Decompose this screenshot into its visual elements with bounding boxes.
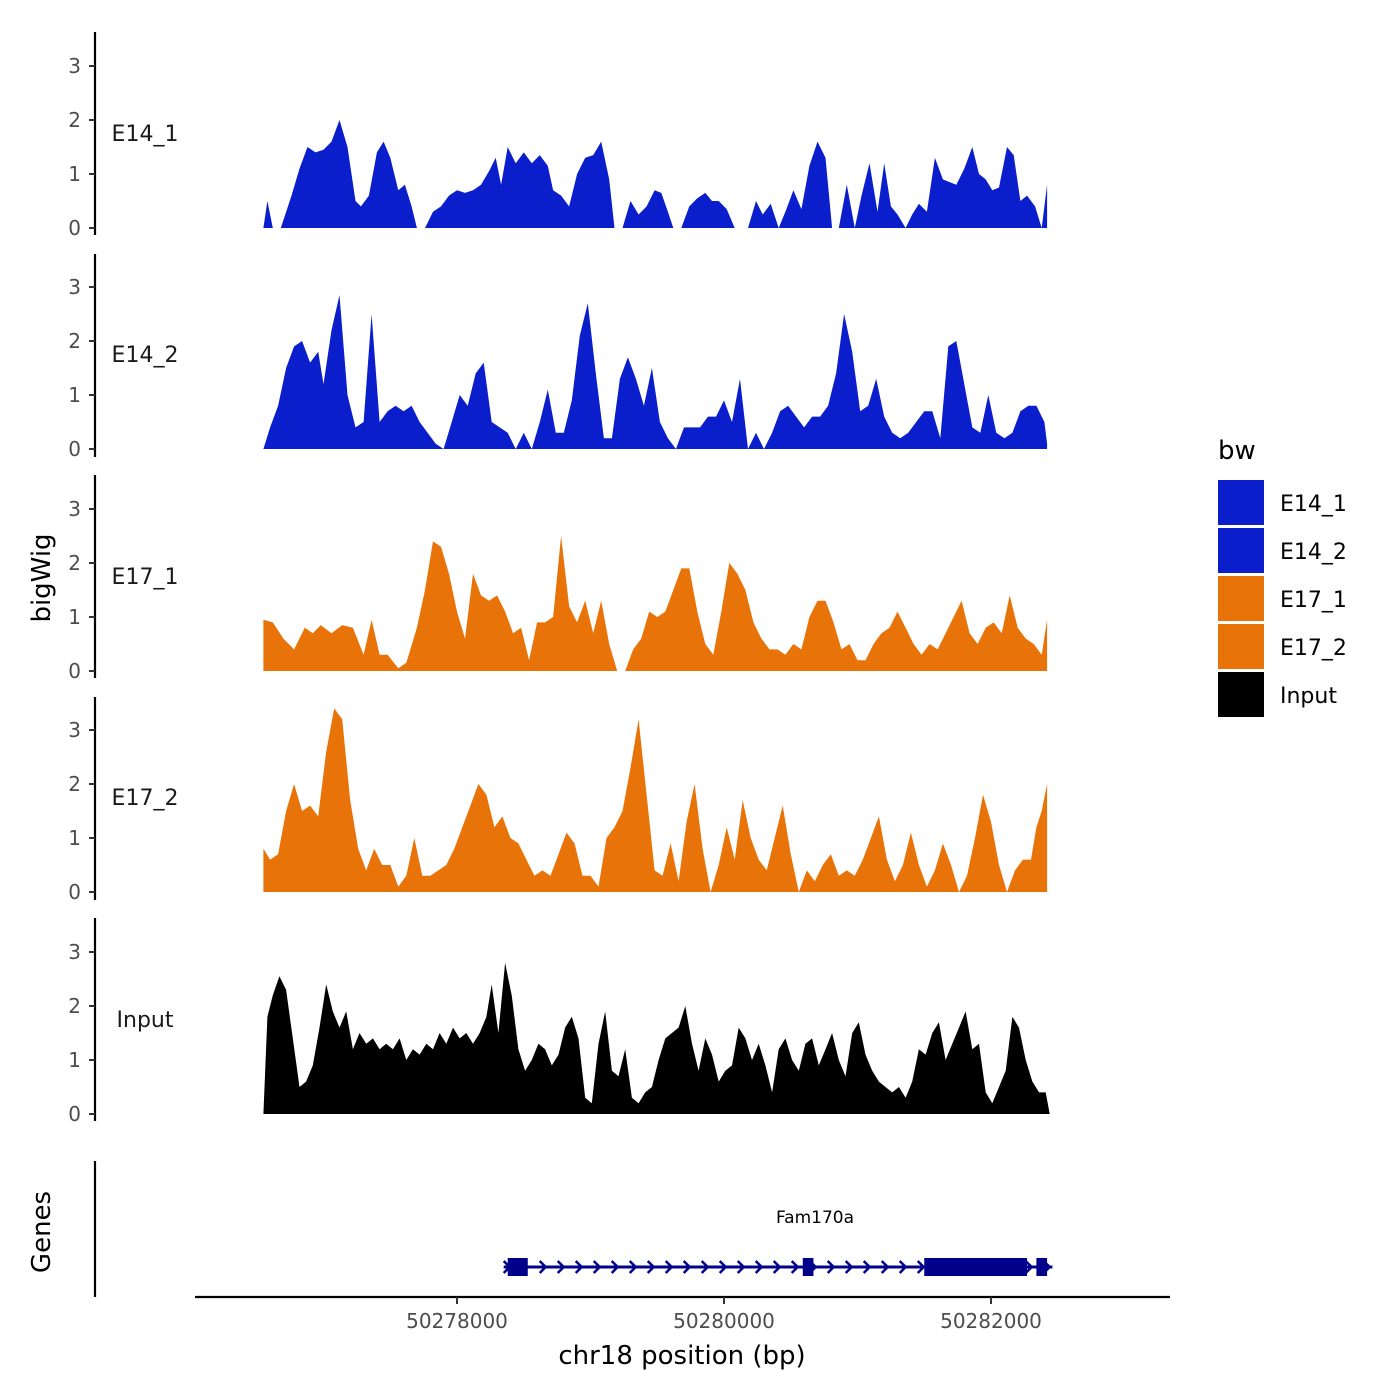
- y-tick-label: 0: [68, 437, 81, 461]
- strand-arrow: [736, 1260, 746, 1274]
- strand-arrow: [772, 1260, 782, 1274]
- legend-label: Input: [1280, 684, 1337, 709]
- track-e17-1: 0 1 2 3 E17_1: [68, 475, 1048, 683]
- strand-arrow: [574, 1260, 584, 1274]
- legend-item: E17_1: [1218, 576, 1347, 621]
- y-tick-label: 0: [68, 1102, 81, 1126]
- gene-panel: Fam170a: [93, 1161, 1053, 1297]
- exon-block: [507, 1258, 528, 1276]
- y-tick-label: 2: [68, 108, 81, 132]
- strand-arrow: [556, 1260, 566, 1274]
- y-tick-label: 0: [68, 659, 81, 683]
- strand-arrow: [754, 1260, 764, 1274]
- y-tick-label: 2: [68, 994, 81, 1018]
- strand-arrow: [682, 1260, 692, 1274]
- y-tick-label: 0: [68, 880, 81, 904]
- strand-arrow: [628, 1260, 638, 1274]
- y-tick-label: 1: [68, 605, 81, 629]
- y-tick-label: 3: [68, 54, 81, 78]
- y-tick-label: 3: [68, 718, 81, 742]
- strand-arrow: [538, 1260, 548, 1274]
- legend-label: E17_2: [1280, 636, 1347, 661]
- strand-arrow: [1024, 1260, 1034, 1274]
- track-panels: 0 1 2 3 E14_1 0 1 2 3 E14_2 0 1 2 3 E17_1 0 1 2 3 E17_2 0 1 2 3…: [68, 32, 1050, 1126]
- strand-arrow: [664, 1260, 674, 1274]
- strand-arrow: [646, 1260, 656, 1274]
- y-tick-label: 2: [68, 329, 81, 353]
- legend-item: E17_2: [1218, 624, 1347, 669]
- strand-arrow: [880, 1260, 890, 1274]
- strand-arrow: [592, 1260, 602, 1274]
- legend-label: E14_2: [1280, 540, 1347, 565]
- x-axis: 50278000 50280000 50282000: [195, 1295, 1170, 1333]
- x-tick-label: 50280000: [673, 1309, 775, 1333]
- coverage-area: [263, 536, 1048, 671]
- legend: bw E14_1 E14_2 E17_1 E17_2 Input: [1218, 436, 1347, 717]
- strand-arrow: [898, 1260, 908, 1274]
- coverage-area: [263, 962, 1050, 1114]
- track-e14-2: 0 1 2 3 E14_2: [68, 254, 1048, 461]
- y-tick-label: 3: [68, 497, 81, 521]
- x-axis-title: chr18 position (bp): [558, 1341, 805, 1371]
- legend-label: E17_1: [1280, 588, 1347, 613]
- strand-arrow: [916, 1260, 926, 1274]
- legend-item: E14_1: [1218, 480, 1347, 525]
- strand-arrow: [610, 1260, 620, 1274]
- legend-swatch: [1218, 576, 1264, 621]
- coverage-area: [263, 295, 1048, 449]
- y-tick-label: 1: [68, 1048, 81, 1072]
- y-tick-label: 1: [68, 162, 81, 186]
- y-tick-label: 3: [68, 940, 81, 964]
- coverage-area: [263, 120, 1048, 228]
- track-label: E17_2: [112, 786, 179, 811]
- legend-swatch: [1218, 672, 1264, 717]
- strand-arrow: [862, 1260, 872, 1274]
- x-tick-label: 50282000: [940, 1309, 1042, 1333]
- track-label: E17_1: [112, 565, 179, 590]
- y-tick-label: 1: [68, 826, 81, 850]
- track-label: E14_2: [112, 343, 179, 368]
- track-label: E14_1: [112, 122, 179, 147]
- exon-block: [1036, 1258, 1048, 1276]
- gene-label: Fam170a: [776, 1208, 854, 1228]
- track-e17-2: 0 1 2 3 E17_2: [68, 697, 1048, 904]
- track-label: Input: [117, 1008, 174, 1033]
- x-tick-label: 50278000: [406, 1309, 508, 1333]
- strand-arrow: [700, 1260, 710, 1274]
- legend-swatch: [1218, 480, 1264, 525]
- strand-arrow: [826, 1260, 836, 1274]
- strand-arrow: [844, 1260, 854, 1274]
- legend-item: E14_2: [1218, 528, 1347, 573]
- exon-block: [924, 1258, 1028, 1276]
- legend-title: bw: [1218, 436, 1256, 466]
- y-axis-title: bigWig: [27, 533, 57, 622]
- y-tick-label: 2: [68, 772, 81, 796]
- legend-label: E14_1: [1280, 492, 1347, 517]
- strand-arrow: [790, 1260, 800, 1274]
- y-tick-label: 3: [68, 275, 81, 299]
- track-input: 0 1 2 3 Input: [68, 918, 1050, 1126]
- strand-arrow: [718, 1260, 728, 1274]
- legend-swatch: [1218, 528, 1264, 573]
- legend-swatch: [1218, 624, 1264, 669]
- legend-item: Input: [1218, 672, 1337, 717]
- y-tick-label: 1: [68, 383, 81, 407]
- y-tick-label: 0: [68, 216, 81, 240]
- gene-panel-title: Genes: [27, 1191, 57, 1273]
- y-tick-label: 2: [68, 551, 81, 575]
- track-e14-1: 0 1 2 3 E14_1: [68, 32, 1048, 240]
- exon-block: [802, 1258, 814, 1276]
- coverage-area: [263, 708, 1048, 892]
